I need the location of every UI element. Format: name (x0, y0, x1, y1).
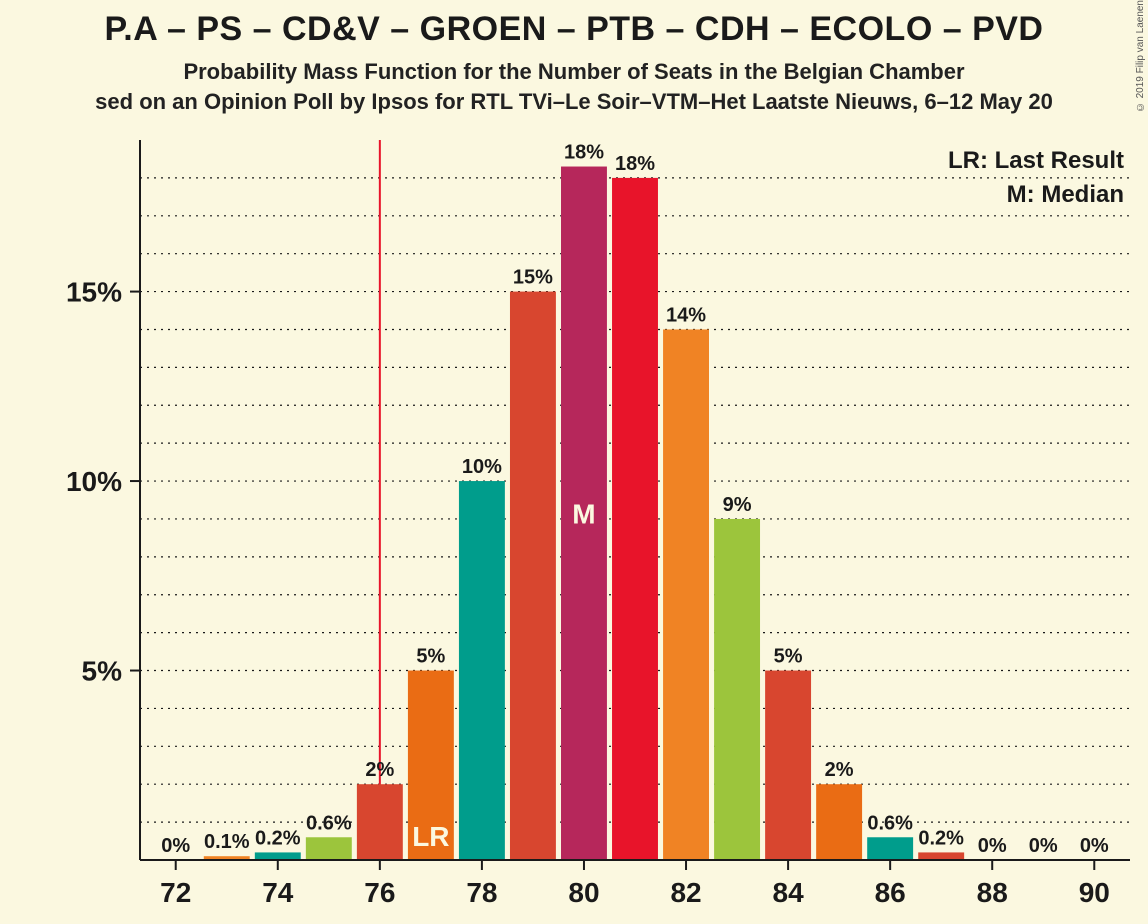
bar-value-label: 14% (666, 304, 706, 326)
chart-subtitle-1: Probability Mass Function for the Number… (0, 59, 1148, 85)
bar (765, 671, 811, 860)
chart-subtitle-2: sed on an Opinion Poll by Ipsos for RTL … (0, 89, 1148, 115)
bar-value-label: 0.2% (255, 827, 301, 849)
bar-value-label: 5% (416, 646, 445, 668)
y-tick-label: 15% (66, 277, 122, 308)
bar (867, 837, 913, 860)
bar (663, 329, 709, 860)
x-tick-label: 80 (568, 877, 599, 908)
bar (255, 852, 301, 860)
last-result-marker: LR (412, 821, 449, 852)
bar (357, 784, 403, 860)
bar (714, 519, 760, 860)
x-tick-label: 88 (977, 877, 1008, 908)
bar-value-label: 18% (564, 142, 604, 164)
copyright-text: © 2019 Filip van Laenen (1135, 0, 1146, 112)
chart-area: 0%0.1%0.2%0.6%2%5%LR10%15%18%M18%14%9%5%… (0, 130, 1148, 924)
bar (612, 178, 658, 860)
bar (918, 852, 964, 860)
bar (306, 837, 352, 860)
legend-m: M: Median (1007, 181, 1124, 208)
x-tick-label: 90 (1079, 877, 1110, 908)
y-tick-label: 5% (82, 656, 123, 687)
legend-lr: LR: Last Result (948, 147, 1124, 174)
bar-value-label: 0% (1080, 835, 1109, 857)
x-tick-label: 74 (262, 877, 294, 908)
median-marker: M (572, 498, 595, 529)
bar-value-label: 2% (825, 759, 854, 781)
bar (510, 292, 556, 860)
x-tick-label: 72 (160, 877, 191, 908)
bar-value-label: 10% (462, 456, 502, 478)
bar-value-label: 2% (365, 759, 394, 781)
chart-title: P.A – PS – CD&V – GROEN – PTB – CDH – EC… (0, 10, 1148, 49)
bar-value-label: 15% (513, 267, 553, 289)
bar-value-label: 0.1% (204, 831, 250, 853)
y-tick-label: 10% (66, 466, 122, 497)
bar-value-label: 18% (615, 153, 655, 175)
x-tick-label: 82 (670, 877, 701, 908)
bar-value-label: 0.6% (306, 812, 352, 834)
bar-value-label: 0% (1029, 835, 1058, 857)
x-tick-label: 84 (773, 877, 805, 908)
bar-value-label: 0% (978, 835, 1007, 857)
bar-value-label: 5% (774, 646, 803, 668)
x-tick-label: 78 (466, 877, 497, 908)
x-tick-label: 86 (875, 877, 906, 908)
x-tick-label: 76 (364, 877, 395, 908)
bar-value-label: 0.2% (918, 827, 964, 849)
bar-value-label: 0% (161, 835, 190, 857)
bar (459, 481, 505, 860)
bar-value-label: 9% (723, 494, 752, 516)
bar-value-label: 0.6% (867, 812, 913, 834)
bar (816, 784, 862, 860)
